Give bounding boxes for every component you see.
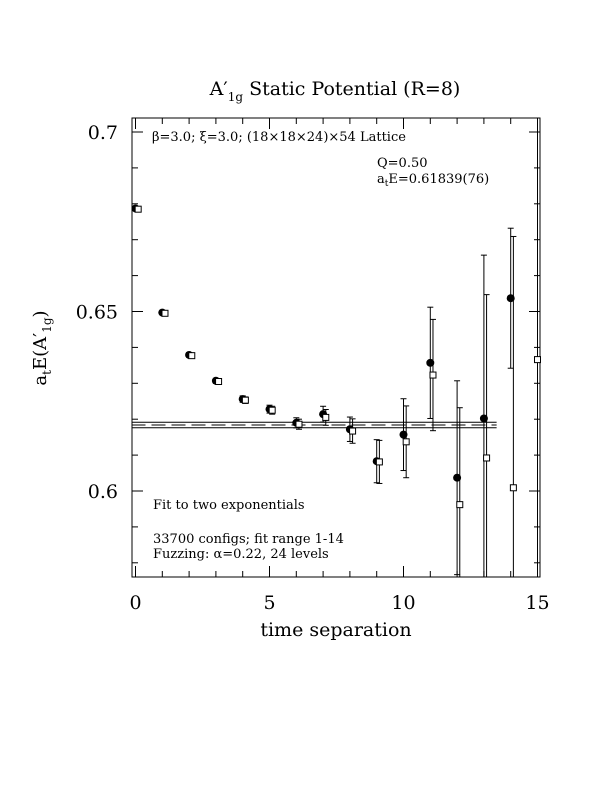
data-marks	[131, 118, 541, 577]
data-point-square	[349, 427, 357, 435]
chart-title: A′1g Static Potential (R=8)	[209, 78, 461, 104]
fit-band	[131, 421, 497, 429]
x-tick-label: 0	[129, 592, 141, 614]
data-point-square	[215, 378, 223, 386]
data-point-circle	[479, 414, 488, 423]
data-point-square	[509, 484, 517, 492]
y-tick-label: 0.6	[88, 481, 118, 503]
x-tick-label: 15	[525, 592, 549, 614]
annotation-fit: Fit to two exponentials	[153, 498, 305, 513]
data-point-circle	[426, 358, 435, 367]
axis-tick-labels: 0 5 10 15 0.6 0.65 0.7	[76, 122, 550, 614]
data-point-square	[188, 352, 196, 360]
data-point-square	[375, 458, 383, 466]
data-point-circle	[399, 430, 408, 439]
x-tick-label: 10	[391, 592, 415, 614]
annotation-fuzzing: Fuzzing: α=0.22, 24 levels	[153, 547, 329, 562]
y-tick-label: 0.65	[76, 302, 118, 324]
data-point-square	[402, 438, 410, 446]
annotation-configs: 33700 configs; fit range 1-14	[153, 532, 344, 547]
annotation-energy: atE=0.61839(76)	[377, 172, 489, 189]
data-point-square	[483, 454, 491, 462]
annotation-q: Q=0.50	[377, 156, 428, 171]
data-point-square	[534, 356, 541, 364]
data-point-circle	[506, 294, 515, 303]
data-point-square	[241, 396, 249, 404]
data-point-square	[268, 406, 276, 414]
annotation-lattice: β=3.0; ξ=3.0; (18×18×24)×54 Lattice	[152, 130, 406, 145]
x-tick-label: 5	[263, 592, 275, 614]
data-point-square	[322, 413, 330, 421]
data-point-square	[429, 371, 437, 379]
y-tick-label: 0.7	[88, 122, 118, 144]
x-axis-label: time separation	[260, 619, 411, 641]
data-point-square	[456, 501, 464, 509]
data-point-square	[161, 309, 169, 317]
data-point-square	[134, 205, 142, 213]
data-point-circle	[453, 473, 462, 482]
y-axis-label: atE(A′1g)	[30, 310, 54, 385]
data-point-square	[295, 420, 303, 428]
